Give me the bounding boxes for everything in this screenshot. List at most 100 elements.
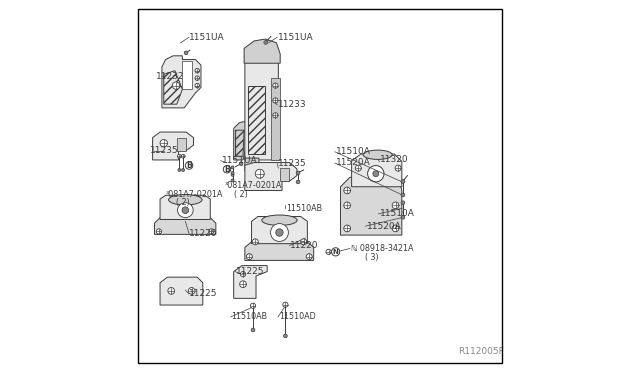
Polygon shape xyxy=(340,174,402,235)
Text: 11520A: 11520A xyxy=(367,222,401,231)
Polygon shape xyxy=(245,158,259,171)
Circle shape xyxy=(395,165,401,171)
Circle shape xyxy=(373,171,379,177)
Polygon shape xyxy=(152,132,193,160)
Circle shape xyxy=(160,140,168,147)
Text: 11225: 11225 xyxy=(236,267,264,276)
Circle shape xyxy=(239,162,243,166)
Ellipse shape xyxy=(271,224,289,241)
Ellipse shape xyxy=(276,229,283,236)
Circle shape xyxy=(401,201,405,205)
Circle shape xyxy=(264,41,268,44)
Circle shape xyxy=(252,239,259,245)
Text: 1151UA: 1151UA xyxy=(222,156,257,165)
Ellipse shape xyxy=(363,150,392,159)
Polygon shape xyxy=(234,119,256,160)
Circle shape xyxy=(231,166,234,169)
Circle shape xyxy=(250,303,255,308)
Circle shape xyxy=(177,154,181,158)
Text: ³081A7-0201A: ³081A7-0201A xyxy=(225,182,282,190)
Text: N: N xyxy=(333,249,339,255)
Circle shape xyxy=(401,193,405,197)
Circle shape xyxy=(195,68,200,73)
Circle shape xyxy=(401,215,405,219)
Circle shape xyxy=(231,179,234,182)
Circle shape xyxy=(241,272,246,277)
Circle shape xyxy=(223,166,231,173)
Circle shape xyxy=(181,154,185,158)
Circle shape xyxy=(306,254,312,260)
Circle shape xyxy=(283,302,288,307)
Circle shape xyxy=(355,165,362,171)
Polygon shape xyxy=(351,154,402,187)
Polygon shape xyxy=(271,78,280,160)
Text: 1151UA: 1151UA xyxy=(189,33,225,42)
Circle shape xyxy=(251,328,255,332)
Circle shape xyxy=(296,171,300,175)
Polygon shape xyxy=(252,217,307,244)
Text: 11220: 11220 xyxy=(189,229,218,238)
Polygon shape xyxy=(182,61,191,89)
Circle shape xyxy=(273,113,278,118)
Polygon shape xyxy=(245,242,314,260)
Circle shape xyxy=(184,51,188,55)
Circle shape xyxy=(168,288,175,294)
Text: R112005F: R112005F xyxy=(458,347,504,356)
Text: B: B xyxy=(186,161,192,170)
Circle shape xyxy=(344,225,351,232)
Text: 11232: 11232 xyxy=(156,72,184,81)
Polygon shape xyxy=(245,163,297,190)
Circle shape xyxy=(231,171,234,174)
Polygon shape xyxy=(162,56,201,108)
Circle shape xyxy=(392,225,399,232)
Circle shape xyxy=(344,202,351,209)
Polygon shape xyxy=(244,39,280,63)
Circle shape xyxy=(401,180,405,183)
Circle shape xyxy=(301,239,307,245)
Circle shape xyxy=(273,83,278,88)
Circle shape xyxy=(188,288,195,294)
Circle shape xyxy=(172,82,180,89)
Text: 11510A: 11510A xyxy=(380,209,414,218)
Text: 11235: 11235 xyxy=(150,146,179,155)
Text: ³081A7-0201A: ³081A7-0201A xyxy=(166,190,223,199)
Circle shape xyxy=(156,229,161,234)
Text: 11510AB: 11510AB xyxy=(232,312,268,321)
Circle shape xyxy=(332,248,340,256)
Ellipse shape xyxy=(262,215,297,225)
Circle shape xyxy=(344,187,351,194)
Text: 11510A: 11510A xyxy=(336,147,371,156)
Text: ( 3): ( 3) xyxy=(365,253,378,262)
Ellipse shape xyxy=(168,195,202,205)
Text: 11235: 11235 xyxy=(278,159,307,168)
Polygon shape xyxy=(160,277,203,305)
Circle shape xyxy=(255,169,264,178)
Text: 11225: 11225 xyxy=(189,289,218,298)
Circle shape xyxy=(367,166,384,182)
Text: 11220: 11220 xyxy=(291,241,319,250)
Polygon shape xyxy=(234,266,267,298)
Text: ( 2): ( 2) xyxy=(175,198,189,207)
Circle shape xyxy=(326,249,331,254)
Circle shape xyxy=(186,162,193,169)
Text: 11233: 11233 xyxy=(278,100,307,109)
Text: 11520A: 11520A xyxy=(336,158,371,167)
Polygon shape xyxy=(160,195,211,219)
Polygon shape xyxy=(280,168,289,181)
Text: 11510AB: 11510AB xyxy=(286,204,322,213)
Circle shape xyxy=(209,229,214,234)
Circle shape xyxy=(195,83,200,88)
Polygon shape xyxy=(177,138,186,151)
Polygon shape xyxy=(154,218,216,234)
Text: B: B xyxy=(224,165,230,174)
Circle shape xyxy=(296,180,300,184)
Circle shape xyxy=(231,173,234,176)
Text: 11510AD: 11510AD xyxy=(279,312,316,321)
Ellipse shape xyxy=(177,203,193,218)
Circle shape xyxy=(239,281,246,288)
Circle shape xyxy=(178,169,181,171)
Polygon shape xyxy=(245,41,278,160)
Ellipse shape xyxy=(182,207,189,214)
Text: ( 2): ( 2) xyxy=(234,190,248,199)
Text: ℕ 08918-3421A: ℕ 08918-3421A xyxy=(351,244,413,253)
